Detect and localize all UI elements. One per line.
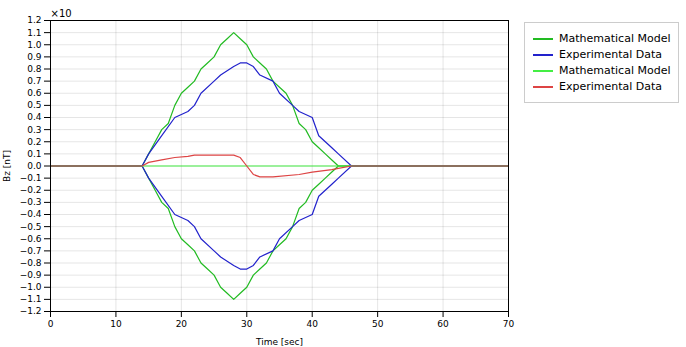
svg-text:−1.2: −1.2 bbox=[20, 306, 42, 316]
html-text:Experimental Data: Experimental Data bbox=[559, 80, 663, 93]
svg-text:−0.5: −0.5 bbox=[20, 222, 42, 232]
svg-text:0.1: 0.1 bbox=[27, 149, 41, 159]
svg-text:Bz [nT]: Bz [nT] bbox=[2, 150, 12, 182]
svg-text:−0.3: −0.3 bbox=[20, 197, 42, 207]
svg-text:1.0: 1.0 bbox=[27, 40, 42, 50]
svg-text:0: 0 bbox=[48, 319, 54, 329]
svg-text:−0.1: −0.1 bbox=[20, 173, 42, 183]
svg-text:−0.6: −0.6 bbox=[20, 234, 42, 244]
svg-text:1.1: 1.1 bbox=[27, 28, 41, 38]
svg-text:−0.8: −0.8 bbox=[20, 258, 42, 268]
svg-text:1.2: 1.2 bbox=[27, 15, 41, 25]
svg-text:40: 40 bbox=[306, 319, 318, 329]
svg-text:×10: ×10 bbox=[51, 8, 72, 19]
svg-text:0.6: 0.6 bbox=[27, 88, 42, 98]
svg-text:−0.9: −0.9 bbox=[20, 270, 42, 280]
svg-text:−0.7: −0.7 bbox=[20, 246, 42, 256]
svg-text:0.2: 0.2 bbox=[27, 137, 41, 147]
svg-text:−0.2: −0.2 bbox=[20, 185, 42, 195]
svg-text:0.8: 0.8 bbox=[27, 64, 42, 74]
svg-text:60: 60 bbox=[437, 319, 449, 329]
svg-text:−0.4: −0.4 bbox=[20, 209, 42, 219]
svg-text:50: 50 bbox=[372, 319, 384, 329]
svg-text:−1.1: −1.1 bbox=[20, 294, 42, 304]
svg-text:0.0: 0.0 bbox=[27, 161, 42, 171]
html-text:Experimental Data: Experimental Data bbox=[559, 48, 663, 61]
svg-text:Time [sec]: Time [sec] bbox=[255, 337, 303, 347]
svg-text:10: 10 bbox=[110, 319, 122, 329]
svg-text:−1.0: −1.0 bbox=[20, 282, 42, 292]
html-text:Mathematical Model: Mathematical Model bbox=[559, 32, 671, 45]
svg-text:0.4: 0.4 bbox=[27, 112, 42, 122]
svg-text:0.3: 0.3 bbox=[27, 125, 41, 135]
svg-text:30: 30 bbox=[241, 319, 253, 329]
svg-text:20: 20 bbox=[176, 319, 188, 329]
svg-text:70: 70 bbox=[503, 319, 515, 329]
svg-text:0.7: 0.7 bbox=[27, 76, 41, 86]
svg-text:0.5: 0.5 bbox=[27, 100, 41, 110]
svg-text:0.9: 0.9 bbox=[27, 52, 42, 62]
html-text:Mathematical Model: Mathematical Model bbox=[559, 64, 671, 77]
